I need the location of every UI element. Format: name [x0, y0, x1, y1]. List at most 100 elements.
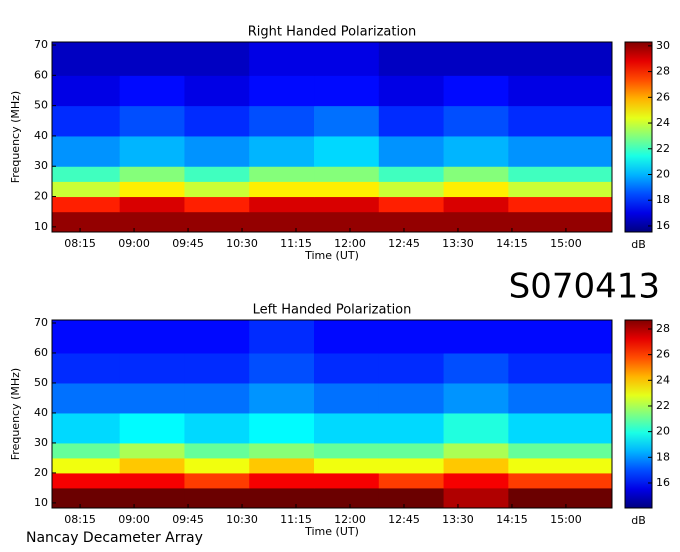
heat-cell: [378, 412, 445, 444]
heat-cell: [119, 472, 185, 489]
heat-cell: [249, 457, 315, 474]
heat-cell: [314, 352, 380, 384]
heat-cell: [314, 320, 380, 354]
heat-cell: [508, 382, 613, 414]
y-tick-label: 30: [34, 436, 48, 449]
x-tick-label: 12:45: [388, 513, 420, 526]
heat-cell: [249, 196, 315, 213]
heat-cell: [378, 442, 445, 459]
y-tick-label: 40: [34, 129, 48, 142]
colorbar-tick-label: 26: [656, 90, 670, 103]
heat-cell: [119, 487, 185, 509]
heat-cell: [52, 196, 121, 213]
heat-cell: [52, 135, 121, 167]
heat-cell: [184, 75, 250, 107]
y-tick-label: 20: [34, 190, 48, 203]
colorbar-tick-label: 16: [656, 219, 670, 232]
x-tick-label: 14:15: [496, 513, 528, 526]
heat-cell: [119, 135, 185, 167]
heat-cell: [52, 320, 121, 354]
heat-cell: [184, 196, 250, 213]
y-tick-label: 50: [34, 99, 48, 112]
colorbar-tick-label: 20: [656, 425, 670, 438]
heat-cell: [249, 75, 315, 107]
heat-cell: [249, 412, 315, 444]
colorbar-tick-label: 26: [656, 348, 670, 361]
heat-cell: [52, 105, 121, 137]
y-tick-label: 40: [34, 406, 48, 419]
x-tick-label: 11:15: [280, 513, 312, 526]
heat-cell: [443, 382, 509, 414]
heat-cell: [378, 196, 445, 213]
heat-cell: [314, 196, 380, 213]
heat-cell: [378, 457, 445, 474]
heat-cell: [52, 211, 121, 233]
colorbar-tick-label: 18: [656, 193, 670, 206]
heat-cell: [378, 472, 445, 489]
heat-cell: [443, 166, 509, 182]
chart-title: Right Handed Polarization: [248, 25, 417, 40]
heat-cell: [508, 412, 613, 444]
heat-cell: [119, 211, 185, 233]
heat-cell: [378, 487, 445, 509]
heat-cell: [508, 181, 613, 198]
heat-cell: [52, 382, 121, 414]
colorbar-label: dB: [631, 514, 646, 527]
x-tick-label: 10:30: [226, 237, 258, 250]
x-tick-label: 09:45: [172, 513, 204, 526]
heat-cell: [249, 382, 315, 414]
x-tick-label: 09:45: [172, 237, 204, 250]
heat-cell: [184, 457, 250, 474]
heat-cell: [508, 352, 613, 384]
heat-cell: [443, 442, 509, 459]
heat-cell: [249, 320, 315, 354]
heat-cell: [378, 320, 445, 354]
heat-cell: [249, 166, 315, 182]
x-tick-label: 13:30: [442, 237, 474, 250]
heat-cell: [249, 181, 315, 198]
x-axis-label: Time (UT): [304, 525, 359, 538]
heat-cell: [378, 42, 445, 76]
heat-cell: [314, 181, 380, 198]
heat-cell: [249, 135, 315, 167]
heat-cell: [443, 412, 509, 444]
heat-cell: [443, 105, 509, 137]
heat-cell: [378, 352, 445, 384]
x-tick-label: 10:30: [226, 513, 258, 526]
heat-cell: [378, 181, 445, 198]
heat-cell: [443, 487, 509, 509]
heat-cell: [378, 135, 445, 167]
colorbar-tick-label: 24: [656, 116, 670, 129]
y-tick-label: 20: [34, 466, 48, 479]
heat-cell: [314, 166, 380, 182]
colorbar-tick-label: 16: [656, 476, 670, 489]
heat-cell: [443, 211, 509, 233]
heat-cell: [443, 196, 509, 213]
heat-cell: [184, 472, 250, 489]
heat-cell: [378, 75, 445, 107]
heat-cell: [119, 181, 185, 198]
heat-cell: [184, 105, 250, 137]
heat-cell: [52, 457, 121, 474]
heat-cell: [314, 412, 380, 444]
heat-cell: [249, 442, 315, 459]
heat-cell: [508, 442, 613, 459]
heat-cell: [443, 320, 509, 354]
heat-cell: [314, 487, 380, 509]
x-tick-label: 09:00: [118, 513, 150, 526]
x-tick-label: 13:30: [442, 513, 474, 526]
heat-cell: [314, 457, 380, 474]
heat-cell: [314, 135, 380, 167]
heat-cell: [119, 42, 185, 76]
heat-cell: [184, 166, 250, 182]
heat-cell: [314, 75, 380, 107]
heat-cell: [249, 487, 315, 509]
x-axis-label: Time (UT): [304, 249, 359, 262]
y-tick-label: 60: [34, 68, 48, 81]
heat-cell: [443, 457, 509, 474]
colorbar-tick-label: 20: [656, 167, 670, 180]
heat-cell: [184, 412, 250, 444]
heat-cell: [508, 105, 613, 137]
heat-cell: [508, 457, 613, 474]
x-tick-label: 08:15: [64, 513, 96, 526]
